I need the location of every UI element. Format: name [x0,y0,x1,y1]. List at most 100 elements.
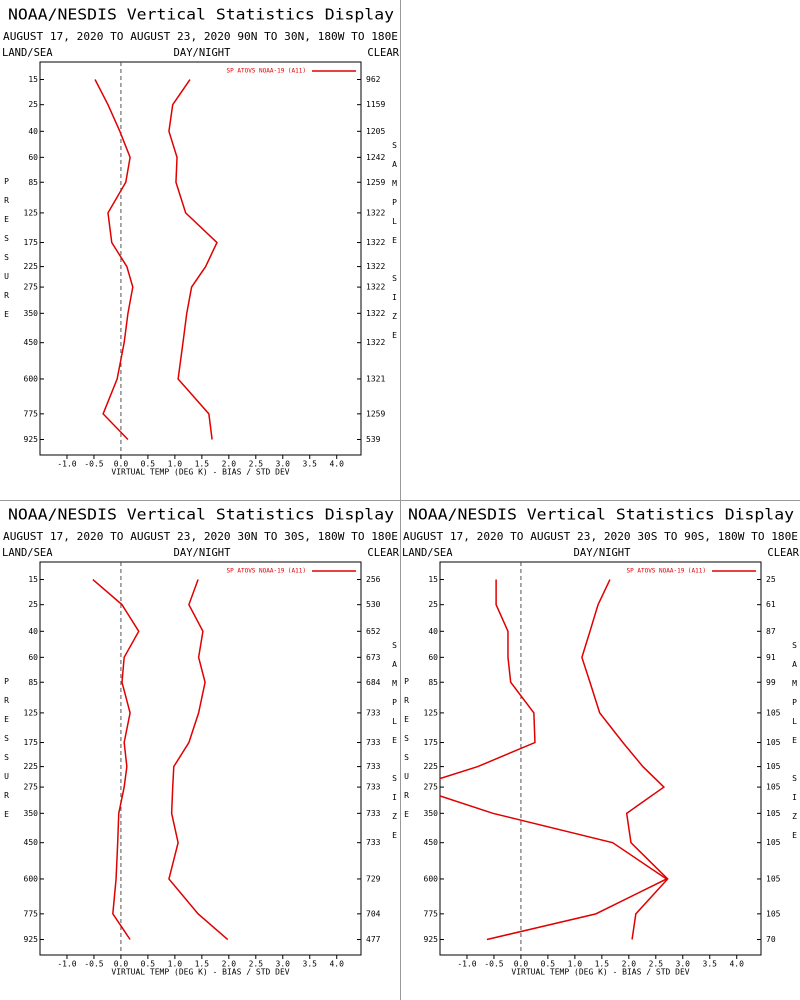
x-tick-label: 1.5 [595,960,610,969]
sample-size-label: 704 [366,909,381,918]
sample-size-label: 105 [766,783,781,792]
sample-size-label: 530 [366,600,381,609]
x-tick-label: -0.5 [484,960,503,969]
day-night-label: DAY/NIGHT [174,547,232,559]
sample-size-label: 733 [366,708,381,717]
pressure-label: 125 [424,708,439,717]
x-tick-label: -1.0 [57,960,76,969]
x-tick-label: 3.0 [276,960,291,969]
sample-size-label: 70 [766,935,776,944]
legend-label: SP ATOVS NOAA-19 (A11) [627,568,706,575]
x-tick-label: 3.5 [703,960,718,969]
pressure-label: 175 [424,738,439,747]
y2-axis-label: SAMPLE SIZE [790,641,799,850]
sample-size-label: 684 [366,678,381,687]
pressure-label: 85 [28,678,38,687]
sample-size-label: 1322 [366,283,385,292]
chart: NOAA/NESDIS Vertical Statistics Display A… [2,506,400,977]
pressure-label: 450 [24,838,39,847]
pressure-label: 25 [28,600,38,609]
sample-size-label: 1322 [366,338,385,347]
sample-size-label: 1322 [366,262,385,271]
pressure-label: 60 [428,653,438,662]
sample-size-label: 1259 [366,409,385,418]
x-tick-label: 3.5 [303,960,318,969]
pressure-label: 15 [428,575,438,584]
sample-size-label: 105 [766,874,781,883]
x-tick-label: 4.0 [329,960,344,969]
pressure-label: 40 [28,627,38,636]
panel-title: NOAA/NESDIS Vertical Statistics Display [8,6,394,24]
sample-size-label: 25 [766,575,776,584]
sample-size-label: 733 [366,809,381,818]
x-tick-label: 2.0 [222,960,237,969]
chart: NOAA/NESDIS Vertical Statistics Display A… [2,6,400,477]
x-tick-label: 0.0 [514,960,529,969]
sample-size-label: 1322 [366,309,385,318]
sample-size-label: 87 [766,627,776,636]
pressure-label: 275 [24,783,39,792]
pressure-label: 60 [28,153,38,162]
sample-size-label: 61 [766,600,776,609]
pressure-label: 225 [24,262,39,271]
y-axis-label: PRESSURE [402,677,411,829]
clear-label: CLEAR [367,547,399,559]
x-axis-label: VIRTUAL TEMP (DEG K) - BIAS / STD DEV [111,468,289,477]
pressure-label: 350 [24,309,39,318]
legend-label: SP ATOVS NOAA-19 (A11) [227,568,306,575]
sample-size-label: 105 [766,762,781,771]
pressure-label: 225 [424,762,439,771]
chart: NOAA/NESDIS Vertical Statistics Display A… [402,506,800,977]
x-tick-label: 0.5 [141,960,156,969]
pressure-label: 775 [424,909,439,918]
sample-size-label: 256 [366,575,381,584]
x-tick-label: -1.0 [457,960,476,969]
sample-size-label: 729 [366,874,381,883]
pressure-label: 40 [28,127,38,136]
y2-axis-label: SAMPLE SIZE [390,141,399,350]
x-tick-label: 1.5 [195,460,210,469]
pressure-label: 60 [28,653,38,662]
std-dev-line [581,579,669,940]
land-sea-label: LAND/SEA [2,547,53,559]
plot-frame [39,61,362,456]
pressure-label: 85 [28,178,38,187]
land-sea-label: LAND/SEA [402,547,453,559]
sample-size-label: 105 [766,809,781,818]
x-tick-label: 4.0 [329,460,344,469]
pressure-label: 925 [424,935,439,944]
pressure-label: 275 [24,283,39,292]
x-tick-label: 3.5 [303,460,318,469]
y2-axis-label: SAMPLE SIZE [390,641,399,850]
pressure-label: 450 [424,838,439,847]
sample-size-label: 105 [766,838,781,847]
pressure-label: 600 [424,874,439,883]
sample-size-label: 539 [366,435,381,444]
clear-label: CLEAR [367,47,399,59]
sample-size-label: 1259 [366,178,385,187]
pressure-label: 925 [24,935,39,944]
pressure-label: 15 [28,575,38,584]
x-tick-label: 2.5 [249,960,264,969]
x-tick-label: 0.5 [541,960,556,969]
plot-frame [39,561,362,956]
sample-size-label: 105 [766,708,781,717]
pressure-label: 350 [424,809,439,818]
pressure-label: 125 [24,208,39,217]
y-axis-label: PRESSURE [2,677,11,829]
std-dev-line [168,579,229,941]
sample-size-label: 1159 [366,100,385,109]
pressure-label: 600 [24,374,39,383]
pressure-label: 25 [28,100,38,109]
sample-size-label: 733 [366,762,381,771]
pressure-label: 15 [28,75,38,84]
x-tick-label: -0.5 [84,460,103,469]
sample-size-label: 1205 [366,127,385,136]
panel-subtitle: AUGUST 17, 2020 TO AUGUST 23, 2020 30N T… [3,531,398,543]
sample-size-label: 673 [366,653,381,662]
pressure-label: 350 [24,809,39,818]
bias-line [94,79,134,441]
pressure-label: 600 [24,874,39,883]
sample-size-label: 962 [366,75,381,84]
